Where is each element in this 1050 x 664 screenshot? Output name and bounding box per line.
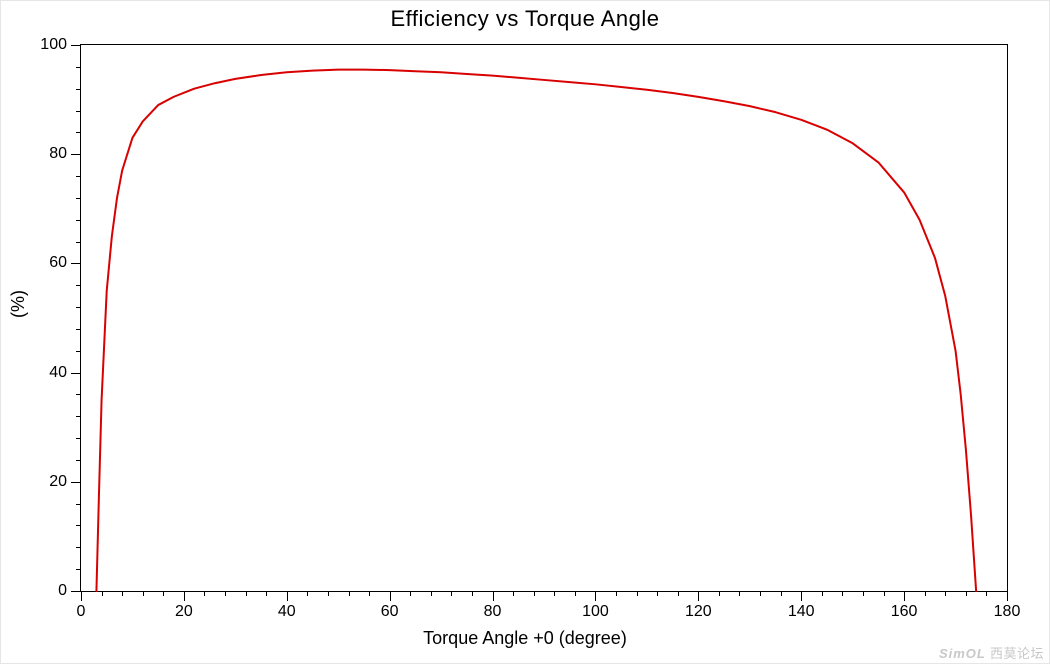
x-tick-label: 100 [582,591,609,621]
x-tick-label: 0 [77,591,86,621]
y-minor-tick [76,504,81,505]
y-tick-label: 20 [49,473,81,491]
x-minor-tick [225,591,226,596]
y-minor-tick [76,547,81,548]
y-tick-label: 60 [49,254,81,272]
x-minor-tick [266,591,267,596]
x-minor-tick [472,591,473,596]
y-axis-label: (%) [8,290,29,318]
x-minor-tick [616,591,617,596]
x-minor-tick [925,591,926,596]
x-tick-label: 140 [788,591,815,621]
x-minor-tick [657,591,658,596]
y-minor-tick [76,220,81,221]
x-minor-tick [163,591,164,596]
x-minor-tick [143,591,144,596]
x-minor-tick [986,591,987,596]
x-minor-tick [678,591,679,596]
x-minor-tick [102,591,103,596]
y-minor-tick [76,525,81,526]
y-minor-tick [76,307,81,308]
y-minor-tick [76,569,81,570]
y-minor-tick [76,416,81,417]
y-minor-tick [76,438,81,439]
x-minor-tick [822,591,823,596]
x-minor-tick [451,591,452,596]
watermark: SimOL 西莫论坛 [939,643,1044,662]
x-minor-tick [246,591,247,596]
y-tick-label: 80 [49,145,81,163]
watermark-brand: SimOL [939,646,986,661]
y-tick-label: 40 [49,364,81,382]
x-minor-tick [410,591,411,596]
x-minor-tick [328,591,329,596]
x-minor-tick [554,591,555,596]
y-minor-tick [76,111,81,112]
x-minor-tick [863,591,864,596]
watermark-suffix: 西莫论坛 [990,646,1044,661]
chart-container: Efficiency vs Torque Angle (%) Torque An… [0,0,1050,664]
y-minor-tick [76,67,81,68]
x-minor-tick [575,591,576,596]
x-minor-tick [966,591,967,596]
x-tick-label: 80 [484,591,502,621]
x-axis-label: Torque Angle +0 (degree) [0,628,1050,649]
y-minor-tick [76,132,81,133]
y-minor-tick [76,198,81,199]
y-minor-tick [76,176,81,177]
x-tick-label: 20 [175,591,193,621]
x-minor-tick [945,591,946,596]
x-minor-tick [122,591,123,596]
x-tick-label: 160 [891,591,918,621]
x-tick-label: 120 [685,591,712,621]
x-minor-tick [369,591,370,596]
chart-title: Efficiency vs Torque Angle [0,6,1050,32]
series-efficiency [96,70,976,591]
x-minor-tick [719,591,720,596]
x-minor-tick [431,591,432,596]
x-minor-tick [781,591,782,596]
x-minor-tick [637,591,638,596]
x-tick-label: 180 [994,591,1021,621]
y-minor-tick [76,285,81,286]
efficiency-curve [81,45,1007,591]
x-tick-label: 40 [278,591,296,621]
y-minor-tick [76,351,81,352]
x-minor-tick [739,591,740,596]
x-tick-label: 60 [381,591,399,621]
y-minor-tick [76,394,81,395]
x-minor-tick [204,591,205,596]
y-minor-tick [76,89,81,90]
x-minor-tick [842,591,843,596]
plot-area: 020406080100020406080100120140160180 [80,44,1008,592]
y-minor-tick [76,460,81,461]
x-minor-tick [884,591,885,596]
x-minor-tick [513,591,514,596]
y-tick-label: 100 [40,36,81,54]
x-minor-tick [307,591,308,596]
x-minor-tick [349,591,350,596]
x-minor-tick [534,591,535,596]
y-minor-tick [76,242,81,243]
x-minor-tick [760,591,761,596]
y-minor-tick [76,329,81,330]
